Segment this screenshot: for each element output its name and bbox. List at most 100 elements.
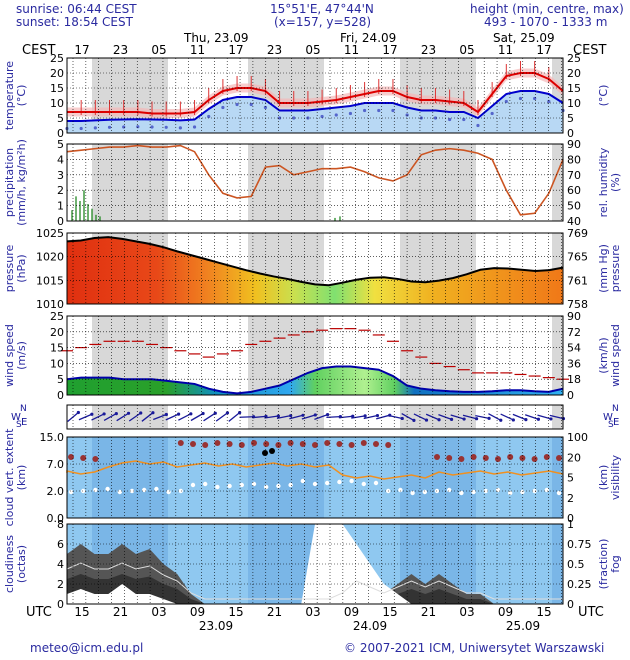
wind-arrow <box>215 412 228 422</box>
cloud-top-dot <box>202 442 209 448</box>
wind-arrow <box>363 414 378 420</box>
y-title-right: (%) <box>609 173 622 192</box>
hour-label-bottom: 21 <box>421 605 436 619</box>
dew-point-dot <box>249 102 253 107</box>
hour-label-top: 11 <box>498 43 513 57</box>
y-title-left: cloudiness <box>3 535 16 593</box>
dew-point-dot <box>348 111 353 116</box>
cloud-top-dot <box>348 442 355 448</box>
cloud-base-dot <box>264 484 269 490</box>
wind-arrow-head <box>201 411 205 416</box>
dew-point-dot <box>122 125 126 129</box>
cloud-top-dot <box>482 455 489 461</box>
wind-area <box>67 366 563 395</box>
y-tick-left: 6 <box>57 538 64 551</box>
cloud-base-dot <box>422 489 427 495</box>
night-band <box>552 524 563 604</box>
wind-arrow-head <box>474 417 479 421</box>
y-title-left: (mm/h, kg/m²h) <box>15 139 28 226</box>
pressure-area <box>67 237 563 304</box>
cloud-base-dot <box>81 488 86 494</box>
cloud-top-dot <box>80 455 87 461</box>
height-values: 493 - 1070 - 1333 m <box>484 15 608 29</box>
hour-label-top: 11 <box>190 43 205 57</box>
cloud-base-dot <box>471 489 476 495</box>
wind-arrow <box>190 412 204 422</box>
cloud-base-dot <box>349 478 354 484</box>
cloud-marker <box>262 450 268 456</box>
wind-arrow <box>401 413 415 421</box>
dew-point-dot <box>363 108 367 113</box>
hour-label-top: 23 <box>421 43 436 57</box>
y-tick-left: 0 <box>57 215 64 228</box>
day-label-top: Sat, 25.09 <box>493 31 555 45</box>
wind-arrow <box>251 415 267 419</box>
night-band <box>248 437 324 518</box>
temp-cold-area <box>67 91 563 133</box>
day-label-bottom: 25.09 <box>506 619 540 633</box>
wind-arrow <box>338 415 353 419</box>
y-tick-left: 2.0 <box>47 485 65 498</box>
y-title-right: visibility <box>609 454 622 500</box>
wind-arrow-head <box>289 414 293 418</box>
wind-arrow-head <box>176 412 181 416</box>
y-tick-right: 0 <box>567 598 574 611</box>
y-tick-right: 15 <box>567 82 581 95</box>
hour-label-top: 11 <box>344 43 359 57</box>
wind-arrow-head <box>114 412 118 416</box>
dew-point-dot <box>79 126 83 131</box>
cloud-base-dot <box>312 481 318 487</box>
wind-arrow <box>264 415 279 419</box>
y-tick-right: 5 <box>567 112 574 125</box>
y-tick-right: 10 <box>567 97 581 110</box>
cloud-top-dot <box>470 454 477 460</box>
temp-range-band <box>67 68 563 118</box>
wind-arrow <box>128 412 142 422</box>
cloud-base-dot <box>178 488 183 494</box>
dew-point-dot <box>136 125 140 129</box>
tz-top-left: CEST <box>22 43 56 58</box>
panel-frame <box>66 436 564 519</box>
night-band <box>400 316 476 395</box>
wind-arrow-head <box>102 412 106 416</box>
cloud-base-dot <box>483 488 488 494</box>
hour-label-top: 17 <box>74 43 89 57</box>
y-tick-right: 50 <box>567 200 581 213</box>
day-label-bottom: 23.09 <box>199 619 233 633</box>
panel-frame <box>66 315 564 396</box>
cloud-top-dot <box>275 442 282 448</box>
wind-arrow <box>91 413 105 421</box>
cloud-top-dot <box>373 441 379 447</box>
tz-bottom-left: UTC <box>26 605 52 620</box>
night-band <box>400 405 476 429</box>
y-tick-right: 25 <box>567 52 581 65</box>
cloud-base-dot <box>154 486 159 492</box>
wind-arrow-head <box>313 413 317 417</box>
wind-arrow <box>524 414 539 420</box>
wind-arrow-head <box>351 414 355 418</box>
hour-label-bottom: 09 <box>498 605 513 619</box>
wind-arrow <box>488 413 502 421</box>
compass-s: S <box>16 420 22 430</box>
y-tick-left: 5 <box>57 373 64 386</box>
y-tick-left: 0 <box>57 389 64 402</box>
cloud-top-dot <box>299 441 306 447</box>
wind-arrow <box>314 413 328 421</box>
coords-text: 15°51'E, 47°44'N <box>270 2 374 16</box>
hour-label-top: 17 <box>382 43 397 57</box>
wind-arrow <box>165 413 179 421</box>
y-title-left: (°C) <box>15 85 28 107</box>
compass-w: W <box>11 412 21 423</box>
cloud-top-dot <box>336 441 343 447</box>
footer-email[interactable]: meteo@icm.edu.pl <box>30 641 144 655</box>
dew-point-dot <box>150 125 154 129</box>
y-tick-left: 5 <box>57 112 64 125</box>
cloud-top-dot <box>312 442 318 448</box>
sunset-text: sunset: 18:54 CEST <box>16 15 133 29</box>
wind-arrow-head <box>325 413 330 417</box>
wind-arrow <box>549 414 564 420</box>
cloud-base-dot <box>142 487 147 493</box>
compass-w: W <box>603 412 613 423</box>
cloud-base-dot <box>215 484 220 490</box>
